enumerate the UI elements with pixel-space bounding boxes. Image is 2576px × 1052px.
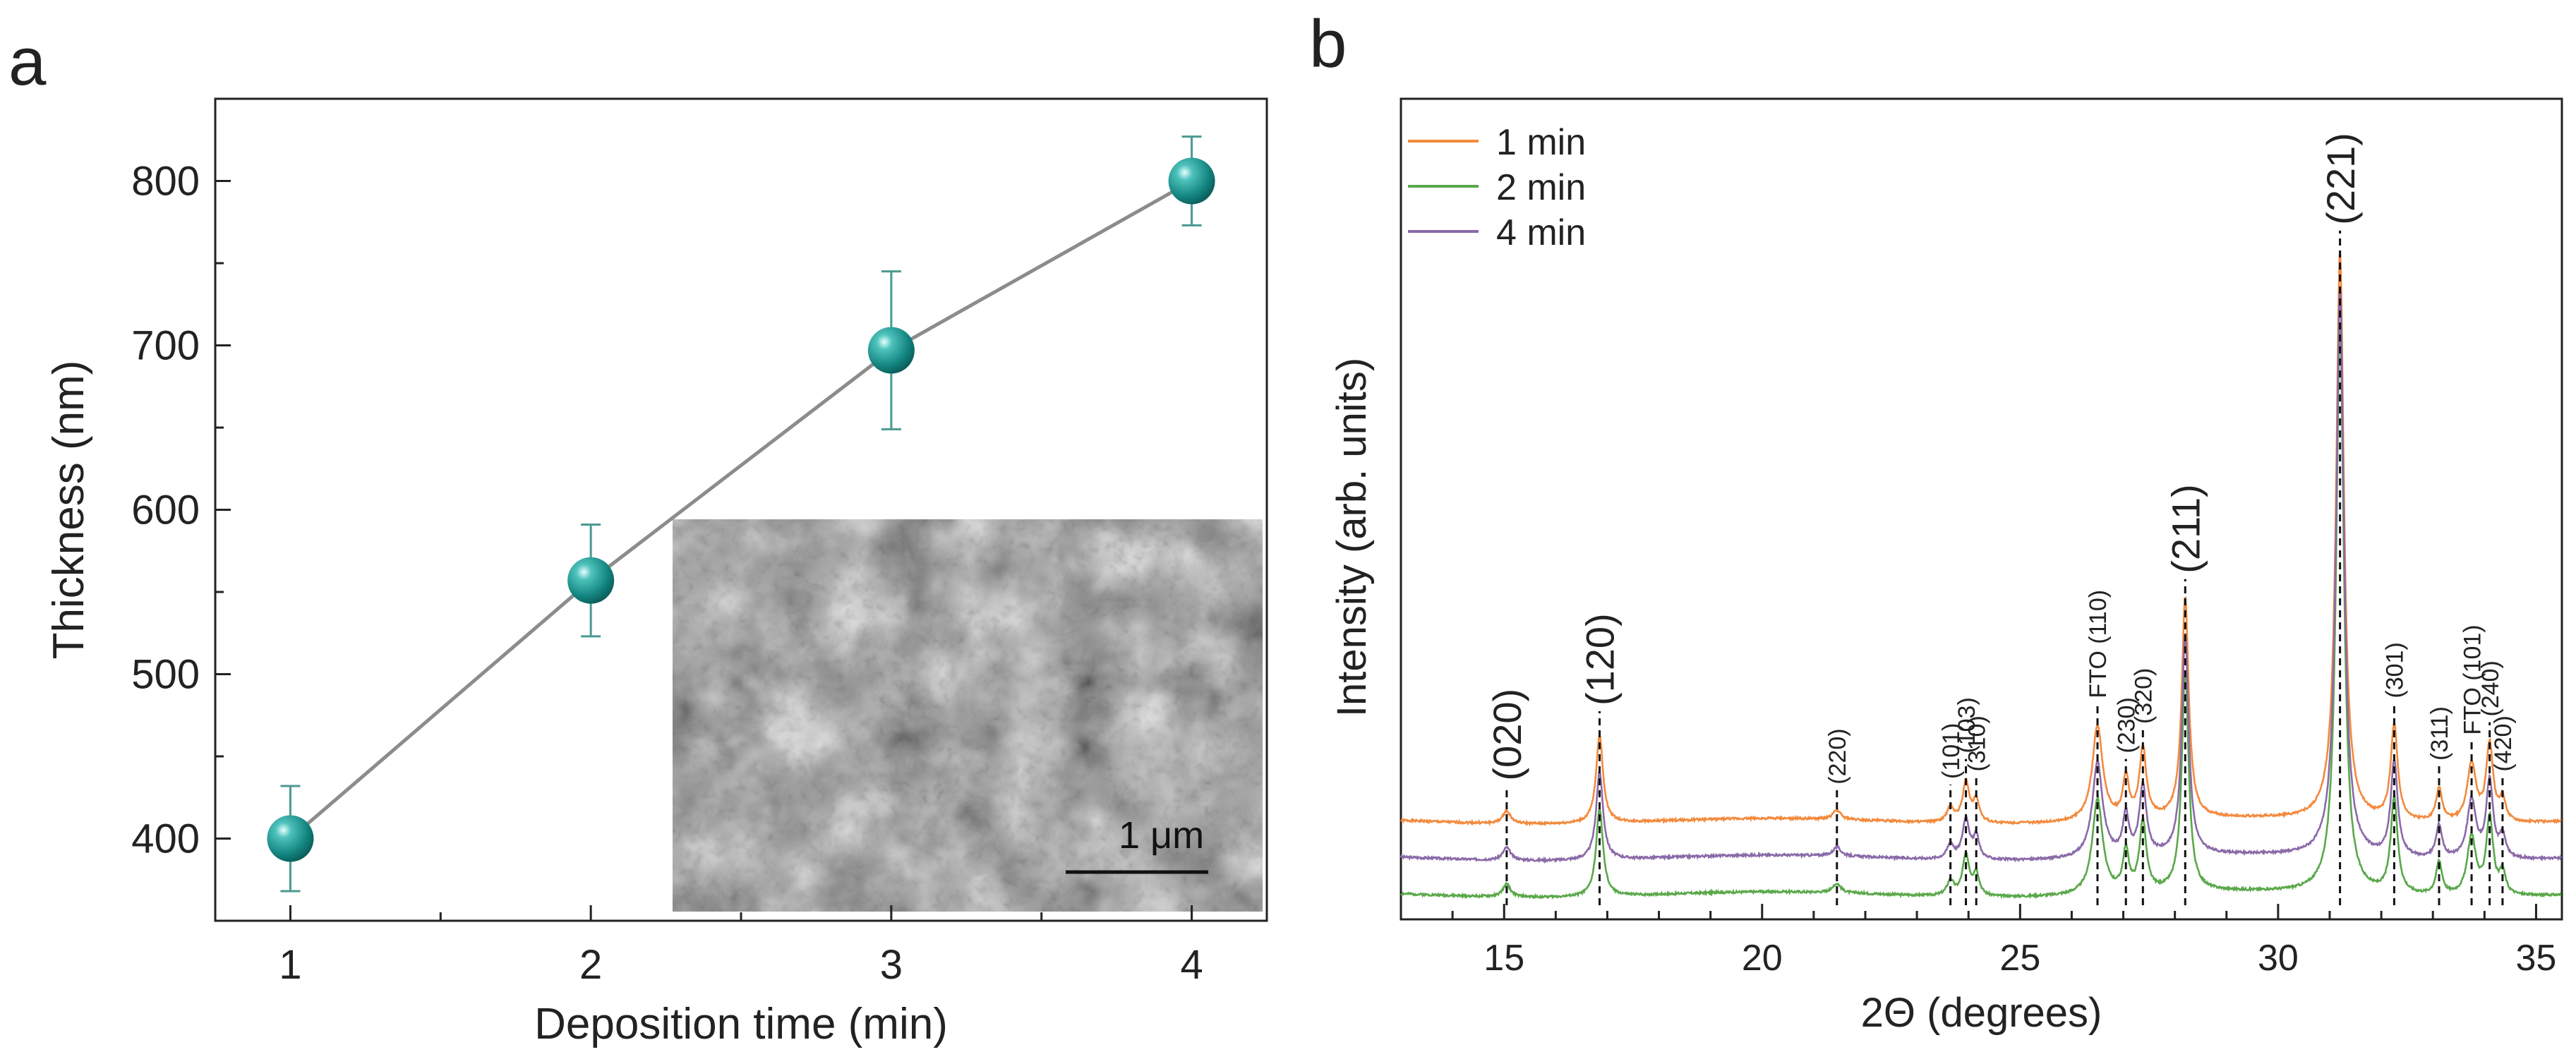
connect-line: [289, 179, 1193, 840]
x-tick-label-b: 20: [1742, 938, 1783, 979]
x-tick-label-b: 30: [2258, 938, 2299, 979]
x-tick-label-a: 2: [579, 942, 602, 988]
peak-label: (230): [2113, 697, 2140, 753]
peak-label: (420): [2490, 715, 2517, 771]
x-tick-label-b: 25: [1999, 938, 2040, 979]
spectrum-line: [1400, 326, 2562, 900]
peak-label: (101): [1938, 723, 1965, 779]
y-tick-label-a: 800: [131, 159, 200, 205]
peak-label: (310): [1963, 715, 1990, 771]
peak-label: (120): [1578, 613, 1623, 706]
legend-label: 2 min: [1496, 167, 1586, 208]
peak-label: (320): [2131, 668, 2157, 724]
x-tick-label-a: 3: [880, 942, 903, 988]
x-tick-label-a: 4: [1180, 942, 1203, 988]
panel-label-b: b: [1309, 6, 1347, 82]
panel-a-plot: 1 μm 1 2 3 4 400 500 600 700 800 Deposition time …: [44, 97, 1268, 1048]
panel-b-plot: 15 20 25 30 35 2Θ (degrees) Intensity (arb. un…: [1329, 97, 2563, 1036]
spectrum-line: [1400, 288, 2563, 864]
legend-label: 1 min: [1496, 122, 1586, 163]
peak-label: (211): [2163, 484, 2208, 574]
x-axis-label-a: Deposition time (min): [534, 1000, 948, 1048]
y-axis-label-b: Intensity (arb. units): [1329, 358, 1375, 717]
data-point: [567, 557, 615, 604]
peak-label: (221): [2318, 133, 2363, 225]
peak-label: (240): [2477, 660, 2504, 716]
y-tick-label-a: 600: [131, 488, 200, 533]
y-axis-label-a: Thickness (nm): [44, 361, 93, 660]
peak-label: (311): [2426, 706, 2453, 761]
x-tick-label-a: 1: [279, 942, 301, 988]
peak-label: FTO (101): [2459, 624, 2486, 734]
x-axis-label-b: 2Θ (degrees): [1861, 990, 2102, 1036]
x-tick-label-b: 35: [2516, 938, 2557, 979]
peak-label: (020): [1485, 689, 1529, 781]
plot-frame-b: [1400, 97, 2563, 921]
spectrum-line: [1400, 252, 2562, 827]
y-tick-label-a: 500: [131, 652, 200, 698]
x-tick-label-b: 15: [1483, 938, 1524, 979]
peak-label: FTO (110): [2085, 590, 2112, 699]
legend-label: 4 min: [1496, 212, 1586, 253]
panel-label-a: a: [8, 24, 47, 99]
y-tick-label-a: 700: [131, 323, 200, 369]
peak-label: (220): [1824, 728, 1851, 784]
y-tick-label-a: 400: [131, 816, 200, 862]
scale-bar-label: 1 μm: [1119, 814, 1204, 857]
sem-inset-image: [673, 519, 1263, 912]
peak-label: (103): [1954, 697, 1980, 753]
data-point: [867, 327, 915, 374]
peak-label: (301): [2382, 642, 2409, 698]
data-point: [267, 815, 314, 862]
data-point: [1168, 157, 1215, 205]
